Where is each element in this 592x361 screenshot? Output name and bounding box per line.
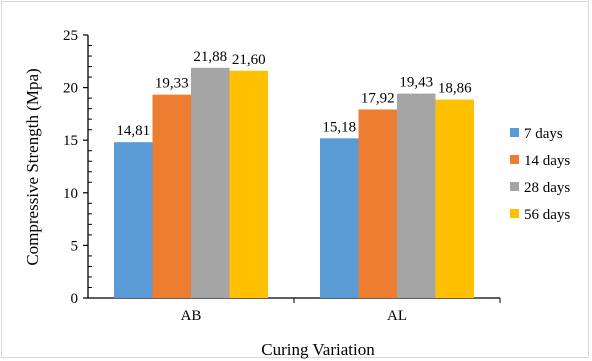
legend-label: 14 days xyxy=(524,153,570,169)
bar xyxy=(397,93,436,298)
bar xyxy=(320,138,359,298)
y-tick-label: 0 xyxy=(71,291,79,307)
data-label: 17,92 xyxy=(361,90,395,106)
legend-label: 56 days xyxy=(524,207,570,223)
legend-label: 28 days xyxy=(524,180,570,196)
data-label: 14,81 xyxy=(116,123,150,139)
y-tick-label: 10 xyxy=(63,186,78,202)
y-tick-label: 5 xyxy=(71,238,79,254)
data-label: 18,86 xyxy=(438,81,472,97)
y-tick-label: 20 xyxy=(63,81,78,97)
legend-swatch xyxy=(510,128,519,137)
x-axis-title: Curing Variation xyxy=(261,340,375,359)
bar xyxy=(152,94,191,298)
y-axis-title: Compressive Strength (Mpa) xyxy=(23,68,42,265)
bar xyxy=(191,67,230,298)
legend: 7 days 14 days 28 days 56 days xyxy=(510,126,570,223)
data-label: 21,88 xyxy=(193,49,227,65)
bars xyxy=(114,67,474,298)
data-label: 19,43 xyxy=(399,75,433,91)
legend-swatch xyxy=(510,209,519,218)
legend-swatch xyxy=(510,155,519,164)
y-tick-label: 25 xyxy=(63,28,78,44)
bar xyxy=(358,109,397,298)
y-tick-label: 15 xyxy=(63,133,78,149)
bar xyxy=(114,142,153,298)
legend-label: 7 days xyxy=(524,126,563,142)
data-label: 19,33 xyxy=(155,76,189,92)
legend-swatch xyxy=(510,182,519,191)
bar xyxy=(435,99,474,298)
x-tick-label: AB xyxy=(181,308,202,324)
data-label: 21,60 xyxy=(232,52,266,68)
data-label: 15,18 xyxy=(322,119,356,135)
bar xyxy=(229,70,268,298)
x-tick-label: AL xyxy=(387,308,407,324)
